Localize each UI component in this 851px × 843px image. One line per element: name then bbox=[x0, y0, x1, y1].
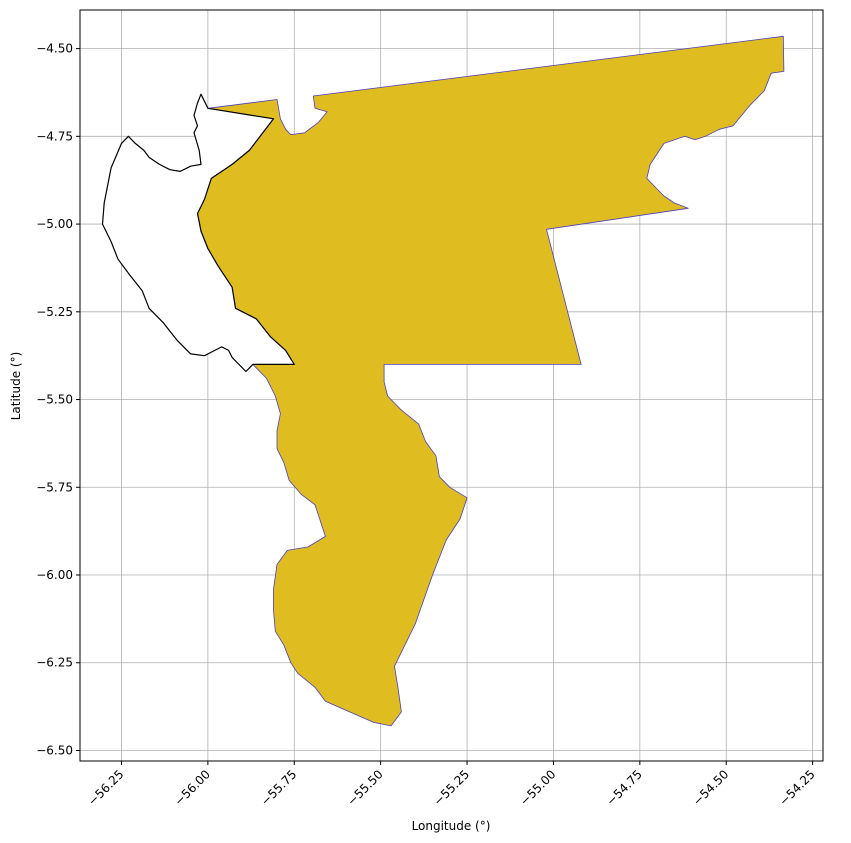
x-tick-label: −55.00 bbox=[517, 767, 558, 808]
x-tick-label: −56.25 bbox=[85, 767, 126, 808]
y-axis-label: Latitude (°) bbox=[9, 352, 23, 421]
region-yellow-polygon bbox=[197, 35, 785, 727]
x-tick-label: −54.50 bbox=[690, 767, 731, 808]
y-tick-label: −5.50 bbox=[36, 393, 73, 407]
y-tick-label: −6.50 bbox=[36, 743, 73, 757]
y-tick-label: −4.50 bbox=[36, 42, 73, 56]
y-tick-label: −4.75 bbox=[36, 129, 73, 143]
y-tick-label: −6.00 bbox=[36, 568, 73, 582]
y-tick-label: −5.00 bbox=[36, 217, 73, 231]
x-tick-label: −55.50 bbox=[344, 767, 385, 808]
y-tick-label: −5.75 bbox=[36, 480, 73, 494]
y-tick-label: −5.25 bbox=[36, 305, 73, 319]
x-tick-label: −55.25 bbox=[431, 767, 472, 808]
plot-frame bbox=[79, 9, 824, 762]
x-tick-label: −54.25 bbox=[776, 767, 817, 808]
map-regions bbox=[101, 35, 785, 727]
x-tick-label: −54.75 bbox=[604, 767, 645, 808]
x-tick-label: −56.00 bbox=[172, 767, 213, 808]
x-axis-label: Longitude (°) bbox=[412, 819, 491, 833]
region-outline-polygon bbox=[101, 93, 295, 373]
x-tick-label: −55.75 bbox=[258, 767, 299, 808]
y-tick-label: −6.25 bbox=[36, 656, 73, 670]
